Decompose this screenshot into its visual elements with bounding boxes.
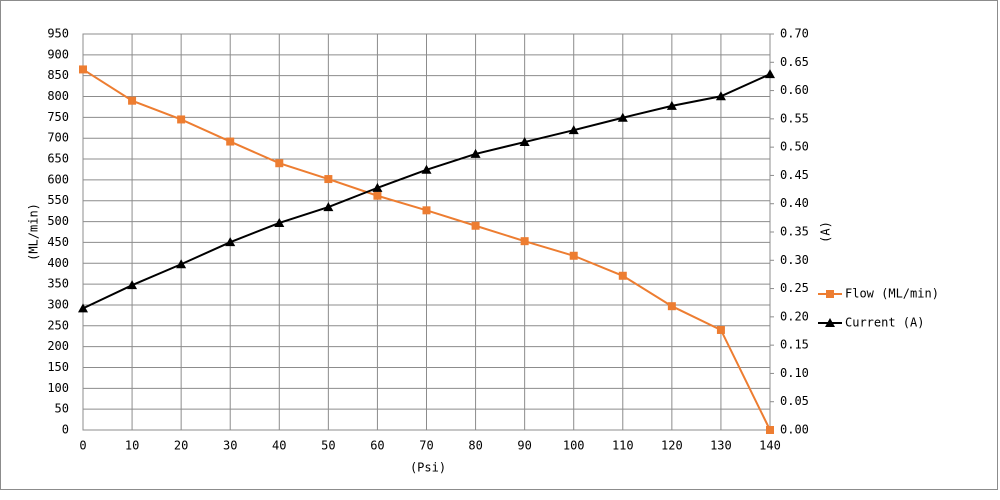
y2-tick-label: 0.15	[780, 338, 809, 352]
x-tick-label: 140	[759, 439, 781, 453]
y-tick-label: 0	[62, 423, 69, 437]
x-tick-label: 90	[517, 439, 531, 453]
marker	[716, 325, 725, 334]
marker	[766, 426, 774, 434]
y-tick-label: 350	[47, 277, 69, 291]
y2-tick-label: 0.10	[780, 366, 809, 380]
y-tick-label: 300	[47, 297, 69, 311]
y-tick-label: 450	[47, 235, 69, 249]
y-tick-label: 500	[47, 214, 69, 228]
y2-tick-label: 0.35	[780, 225, 809, 239]
marker	[618, 271, 627, 280]
marker	[323, 202, 334, 212]
y2-tick-label: 0.00	[780, 423, 809, 437]
x-tick-label: 30	[223, 439, 237, 453]
marker	[274, 217, 285, 227]
y2-tick-label: 0.70	[780, 27, 809, 41]
y-tick-label: 700	[47, 131, 69, 145]
marker	[225, 237, 236, 247]
marker	[422, 206, 431, 215]
marker	[471, 221, 480, 230]
y-tick-label: 150	[47, 360, 69, 374]
marker	[128, 96, 137, 105]
marker	[127, 280, 138, 290]
y-tick-label: 650	[47, 152, 69, 166]
marker	[520, 237, 529, 246]
x-tick-label: 110	[612, 439, 634, 453]
x-axis-label: (Psi)	[410, 461, 446, 475]
y-tick-label: 100	[47, 381, 69, 395]
y2-tick-label: 0.20	[780, 309, 809, 323]
y-tick-label: 600	[47, 172, 69, 186]
x-tick-label: 130	[710, 439, 732, 453]
marker	[826, 290, 834, 298]
marker	[176, 259, 187, 269]
x-tick-label: 120	[661, 439, 683, 453]
marker	[568, 125, 579, 135]
y2-tick-label: 0.65	[780, 55, 809, 69]
y-tick-label: 50	[55, 402, 69, 416]
legend-label: Current (A)	[845, 316, 924, 330]
marker	[617, 112, 628, 122]
marker	[79, 65, 87, 74]
y2-axis-label: (A)	[819, 221, 833, 243]
y2-tick-label: 0.45	[780, 168, 809, 182]
y-tick-label: 850	[47, 68, 69, 82]
marker	[825, 318, 835, 327]
chart-border	[0, 0, 998, 490]
x-tick-label: 50	[321, 439, 335, 453]
x-tick-label: 0	[79, 439, 86, 453]
y-tick-label: 550	[47, 193, 69, 207]
marker	[324, 175, 333, 184]
marker	[275, 159, 284, 168]
y2-tick-label: 0.55	[780, 111, 809, 125]
y-axis-label: (ML/min)	[27, 203, 41, 261]
marker	[519, 137, 530, 147]
marker	[373, 191, 382, 200]
marker	[470, 148, 481, 158]
y-tick-label: 750	[47, 110, 69, 124]
y-tick-label: 800	[47, 89, 69, 103]
marker	[421, 164, 432, 174]
y2-tick-label: 0.05	[780, 394, 809, 408]
marker	[715, 91, 726, 101]
y2-tick-label: 0.25	[780, 281, 809, 295]
marker	[372, 182, 383, 192]
x-tick-label: 70	[419, 439, 433, 453]
y2-tick-label: 0.60	[780, 83, 809, 97]
y2-tick-label: 0.30	[780, 253, 809, 267]
x-tick-label: 10	[125, 439, 139, 453]
x-tick-label: 100	[563, 439, 585, 453]
marker	[177, 115, 186, 124]
marker	[666, 100, 677, 110]
x-tick-label: 40	[272, 439, 286, 453]
marker	[78, 303, 88, 313]
legend-label: Flow (ML/min)	[845, 287, 939, 301]
y-tick-label: 900	[47, 47, 69, 61]
x-tick-label: 60	[370, 439, 384, 453]
y2-tick-label: 0.40	[780, 196, 809, 210]
x-tick-label: 20	[174, 439, 188, 453]
marker	[765, 69, 775, 79]
x-tick-label: 80	[468, 439, 482, 453]
marker	[667, 302, 676, 311]
y-tick-label: 950	[47, 27, 69, 41]
y-tick-label: 400	[47, 256, 69, 270]
marker	[226, 137, 235, 146]
plot-border	[82, 33, 771, 431]
marker	[569, 251, 578, 260]
y-tick-label: 250	[47, 318, 69, 332]
y-tick-label: 200	[47, 339, 69, 353]
y2-tick-label: 0.50	[780, 140, 809, 154]
